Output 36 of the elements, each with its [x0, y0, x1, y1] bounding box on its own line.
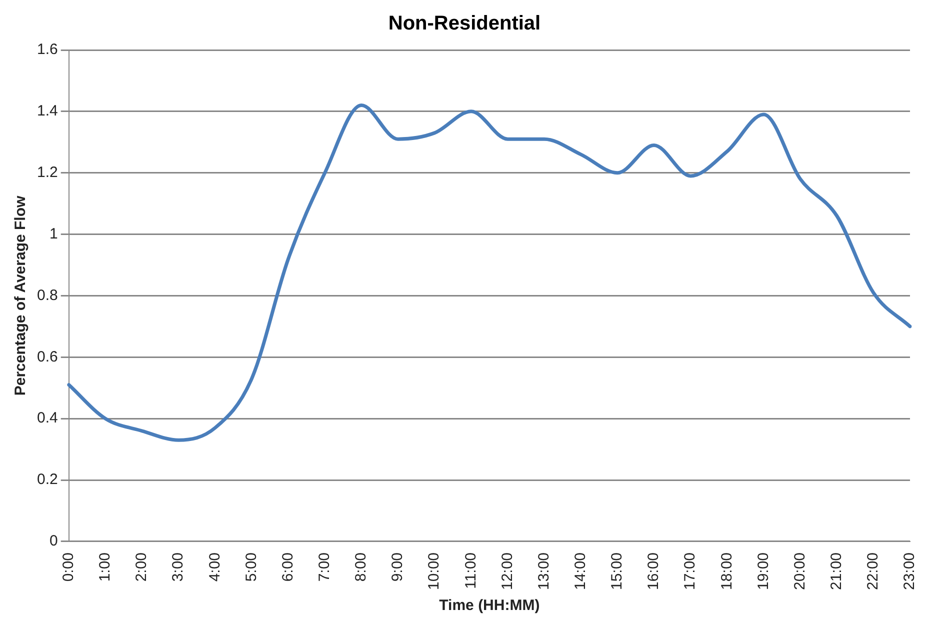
y-axis-title: Percentage of Average Flow	[12, 196, 30, 396]
x-axis-title: Time (HH:MM)	[439, 597, 540, 614]
x-tick-label: 15:00	[608, 552, 626, 590]
y-tick-label: 1.4	[36, 102, 58, 120]
y-tick-label: 1.2	[36, 164, 58, 182]
x-tick-label: 22:00	[864, 552, 882, 590]
x-tick-label: 2:00	[133, 552, 150, 582]
x-tick-label: 9:00	[389, 552, 406, 582]
chart-title: Non-Residential	[388, 12, 541, 35]
x-tick-label: 10:00	[426, 552, 443, 590]
x-tick-label: 8:00	[352, 552, 370, 582]
x-tick-label: 23:00	[901, 552, 918, 590]
x-tick-label: 3:00	[170, 552, 187, 582]
y-tick-label: 0.8	[36, 286, 58, 304]
x-tick-label: 19:00	[754, 552, 772, 590]
y-tick-label: 0	[50, 532, 58, 550]
y-tick-label: 1	[50, 225, 58, 242]
y-tick-label: 0.4	[36, 410, 58, 427]
x-tick-label: 11:00	[462, 552, 480, 589]
x-tick-label: 21:00	[828, 552, 845, 590]
x-tick-label: 20:00	[791, 552, 808, 590]
x-tick-label: 6:00	[279, 552, 296, 582]
x-tick-label: 5:00	[242, 552, 260, 582]
x-tick-label: 17:00	[682, 552, 699, 590]
x-tick-label: 16:00	[645, 552, 662, 590]
x-tick-label: 7:00	[316, 552, 333, 582]
x-tick-label: 1:00	[96, 552, 114, 582]
y-tick-label: 0.2	[36, 471, 58, 488]
y-tick-label: 0.6	[36, 348, 58, 366]
x-tick-label: 4:00	[206, 552, 224, 582]
y-tick-label: 1.6	[36, 41, 58, 58]
x-tick-label: 14:00	[572, 552, 589, 590]
x-tick-label: 18:00	[718, 552, 736, 590]
x-tick-label: 13:00	[535, 552, 552, 590]
x-tick-label: 0:00	[60, 552, 77, 582]
x-tick-label: 12:00	[498, 552, 516, 590]
